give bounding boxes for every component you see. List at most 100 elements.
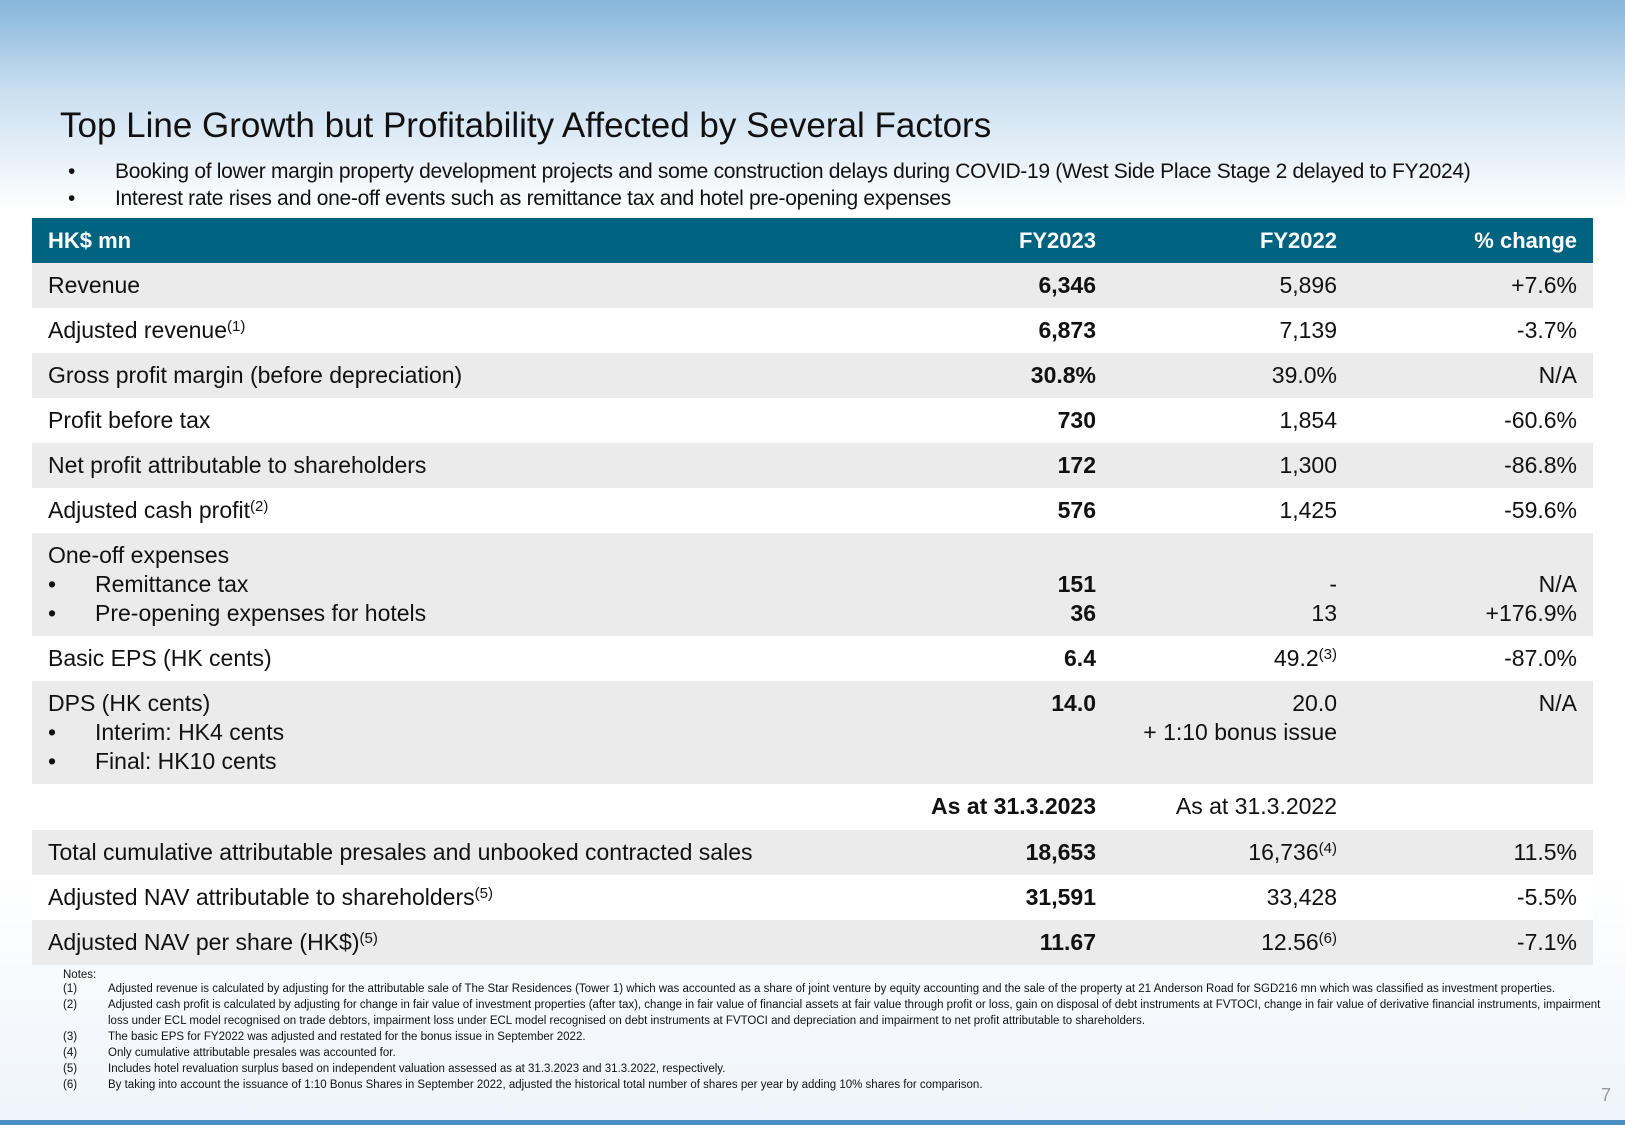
note-text: Includes hotel revaluation surplus based… [108,1063,726,1075]
label-text: Revenue [48,272,141,298]
table-row: Profit before tax 730 1,854 -60.6% [32,398,1593,443]
row-label: One-off expenses [48,541,862,570]
table-row: Gross profit margin (before depreciation… [32,353,1593,398]
row-label: Profit before tax [48,406,862,435]
label-cell: Gross profit margin (before depreciation… [32,353,862,398]
value-cell: As at 31.3.2023 [862,784,1096,830]
financial-table: HK$ mn FY2023 FY2022 % change Revenue 6,346 5,… [32,218,1593,965]
label-text: Profit before tax [48,407,211,433]
cell-line: 172 [1057,452,1096,478]
cell-text: 49.2 [1273,645,1319,671]
cell-line: 730 [1057,407,1096,433]
cell-line: - [1329,571,1337,597]
value-cell: 1,854 [1096,398,1337,443]
row-label: Adjusted revenue(1) [48,316,862,345]
value-cell: +7.6% [1337,263,1593,308]
row-label: DPS (HK cents) [48,689,862,718]
note: (1) Adjusted revenue is calculated by adj… [63,981,1611,997]
value-cell: 49.2(3) [1096,636,1337,681]
row-label: Net profit attributable to shareholders [48,451,862,480]
label-cell: Total cumulative attributable presales a… [32,830,862,875]
label-text: DPS (HK cents) [48,690,211,716]
cell-line: -86.8% [1504,452,1577,478]
label-cell [32,784,862,830]
label-cell: One-off expensesRemittance taxPre-openin… [32,533,862,636]
sub-item: Pre-opening expenses for hotels [48,599,862,628]
superscript: (5) [359,930,378,947]
value-cell [1337,784,1593,830]
label-cell: Profit before tax [32,398,862,443]
cell-line: 6.4 [1064,645,1096,671]
note-number: (4) [63,1047,78,1059]
cell-line: As at 31.3.2022 [1175,793,1337,819]
cell-line: -7.1% [1516,929,1577,955]
row-label: Adjusted NAV attributable to shareholder… [48,883,862,912]
label-text: Adjusted revenue [48,317,228,343]
value-cell: 11.67 [862,920,1096,965]
table-row: As at 31.3.2023 As at 31.3.2022 [32,784,1593,830]
header-cell: % change [1474,227,1577,253]
value-cell: -3.7% [1337,308,1593,353]
label-cell: Adjusted revenue(1) [32,308,862,353]
cell-line: N/A [1538,571,1577,597]
superscript: (2) [250,498,269,515]
label-text: Total cumulative attributable presales a… [48,839,753,865]
value-cell: 172 [862,443,1096,488]
value-cell: 33,428 [1096,875,1337,920]
label-text: Basic EPS (HK cents) [48,645,272,671]
note-text: Only cumulative attributable presales wa… [108,1047,396,1059]
bottom-bar [0,1120,1625,1125]
header-cell: FY2022 [1259,227,1337,253]
header-cell: FY2023 [1018,227,1096,253]
value-cell: 6.4 [862,636,1096,681]
cell-line: -3.7% [1516,317,1577,343]
cell-line: 5,896 [1279,272,1337,298]
cell-line: N/A [1538,690,1577,716]
cell-line: -87.0% [1504,645,1577,671]
value-cell: 7,139 [1096,308,1337,353]
header-cell: HK$ mn [48,227,132,253]
superscript: (4) [1318,840,1337,857]
notes-heading: Notes: [63,969,97,981]
note-text: The basic EPS for FY2022 was adjusted an… [108,1031,586,1043]
cell-line: 31,591 [1025,884,1096,910]
bullet-list: Booking of lower margin property develop… [68,158,1471,212]
label-text: Net profit attributable to shareholders [48,452,427,478]
value-cell: -5.5% [1337,875,1593,920]
superscript: (5) [474,885,493,902]
label-cell: Net profit attributable to shareholders [32,443,862,488]
cell-line: 1,854 [1279,407,1337,433]
value-cell: 1,300 [1096,443,1337,488]
table-row: Net profit attributable to shareholders 1… [32,443,1593,488]
table-row: Adjusted cash profit(2) 576 1,425 -59.6% [32,488,1593,533]
cell-line: 14.0 [1051,690,1096,716]
value-cell: 16,736(4) [1096,830,1337,875]
bullet: Interest rate rises and one-off events s… [68,185,1470,212]
value-cell: 730 [862,398,1096,443]
label-cell: Adjusted cash profit(2) [32,488,862,533]
cell-line: 6,873 [1038,317,1096,343]
value-cell: -7.1% [1337,920,1593,965]
cell-line: 18,653 [1025,839,1096,865]
page-number: 7 [1600,1085,1611,1105]
row-label: Revenue [48,271,862,300]
row-label: Gross profit margin (before depreciation… [48,361,862,390]
note: (6) By taking into account the issuance o… [63,1077,1611,1093]
row-label: Basic EPS (HK cents) [48,644,862,673]
cell-line: 11.67 [1039,929,1096,955]
slide-title: Top Line Growth but Profitability Affect… [60,106,992,145]
value-cell: 6,346 [862,263,1096,308]
label-cell: Adjusted NAV per share (HK$)(5) [32,920,862,965]
cell-line: +176.9% [1485,600,1577,626]
value-cell: 12.56(6) [1096,920,1337,965]
value-cell: -87.0% [1337,636,1593,681]
cell-line: 7,139 [1279,317,1337,343]
value-cell: 11.5% [1337,830,1593,875]
cell-line: 16,736(4) [1096,838,1337,867]
value-cell: -59.6% [1337,488,1593,533]
note-text: Adjusted cash profit is calculated by ad… [108,999,1601,1027]
value-cell: 18,653 [862,830,1096,875]
table-row: Revenue 6,346 5,896 +7.6% [32,263,1593,308]
cell-line: + 1:10 bonus issue [1143,719,1337,745]
cell-line: 12.56(6) [1096,928,1337,957]
